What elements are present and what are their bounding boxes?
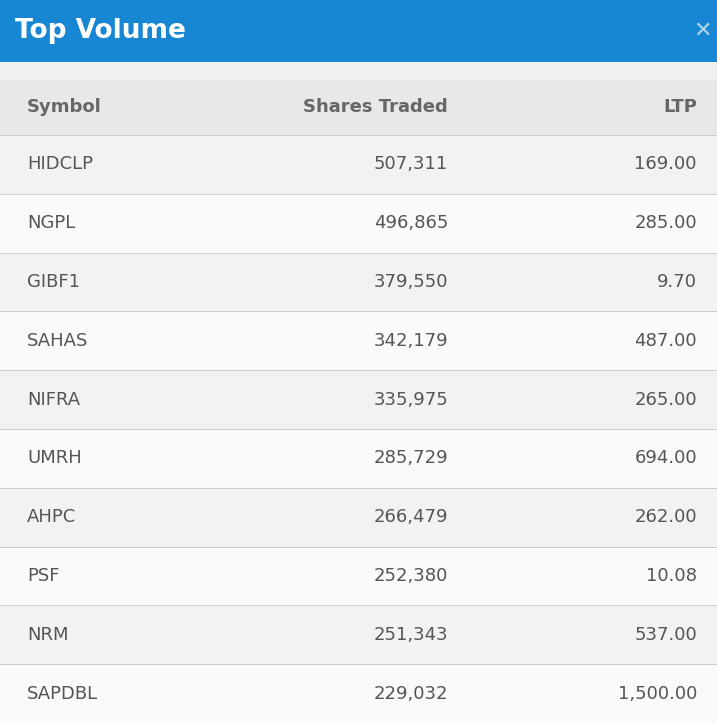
Bar	[0, 252, 717, 312]
Text: Symbol: Symbol	[27, 98, 102, 116]
Text: 251,343: 251,343	[374, 626, 448, 643]
Text: 262.00: 262.00	[635, 508, 697, 526]
Bar	[0, 488, 717, 547]
Bar	[0, 312, 717, 370]
Text: 229,032: 229,032	[374, 685, 448, 703]
Text: 496,865: 496,865	[374, 214, 448, 232]
Text: 169.00: 169.00	[635, 155, 697, 174]
Text: 694.00: 694.00	[635, 450, 697, 467]
Text: NRM: NRM	[27, 626, 69, 643]
Text: UMRH: UMRH	[27, 450, 82, 467]
Text: Shares Traded: Shares Traded	[303, 98, 448, 116]
Bar	[0, 429, 717, 488]
Text: SAHAS: SAHAS	[27, 332, 89, 350]
Bar	[0, 135, 717, 194]
Text: GIBF1: GIBF1	[27, 273, 80, 291]
Text: NIFRA: NIFRA	[27, 390, 80, 408]
Text: SAPDBL: SAPDBL	[27, 685, 98, 703]
Text: 285.00: 285.00	[635, 214, 697, 232]
Text: 335,975: 335,975	[374, 390, 448, 408]
Text: ✕: ✕	[693, 21, 712, 41]
Text: AHPC: AHPC	[27, 508, 77, 526]
Bar	[0, 80, 717, 135]
Text: 252,380: 252,380	[374, 567, 448, 585]
Bar	[0, 194, 717, 252]
Text: 10.08: 10.08	[646, 567, 697, 585]
Bar	[0, 605, 717, 664]
Text: 537.00: 537.00	[634, 626, 697, 643]
Text: NGPL: NGPL	[27, 214, 75, 232]
Text: HIDCLP: HIDCLP	[27, 155, 93, 174]
Text: PSF: PSF	[27, 567, 60, 585]
Bar	[0, 547, 717, 605]
Text: 9.70: 9.70	[657, 273, 697, 291]
Text: 266,479: 266,479	[374, 508, 448, 526]
Bar	[0, 0, 717, 62]
Text: Top Volume: Top Volume	[15, 18, 186, 44]
Bar	[0, 62, 717, 80]
Text: LTP: LTP	[663, 98, 697, 116]
Bar	[0, 664, 717, 723]
Text: 1,500.00: 1,500.00	[617, 685, 697, 703]
Text: 265.00: 265.00	[635, 390, 697, 408]
Bar	[0, 370, 717, 429]
Text: 342,179: 342,179	[374, 332, 448, 350]
Text: 379,550: 379,550	[374, 273, 448, 291]
Text: 285,729: 285,729	[374, 450, 448, 467]
Text: 507,311: 507,311	[374, 155, 448, 174]
Text: 487.00: 487.00	[635, 332, 697, 350]
